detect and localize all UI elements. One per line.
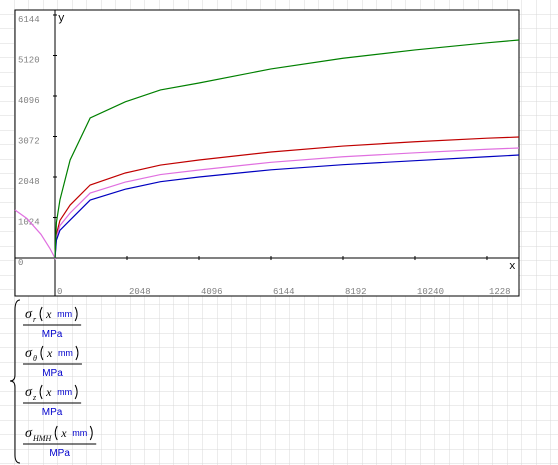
series-line bbox=[14, 147, 520, 261]
legend-denominator: MPa bbox=[42, 368, 63, 379]
y-tick-label: 6144 bbox=[18, 15, 40, 25]
y-tick-label: 1024 bbox=[18, 218, 40, 228]
x-tick-label: 6144 bbox=[273, 287, 295, 297]
legend-unit: mm bbox=[72, 428, 87, 438]
legend-unit: mm bbox=[57, 387, 72, 397]
series-line bbox=[54, 154, 520, 259]
paren-open bbox=[54, 425, 58, 441]
legend-symbol: σ bbox=[25, 385, 33, 400]
y-tick-label: 3072 bbox=[18, 137, 40, 147]
series-line bbox=[54, 136, 520, 259]
paren-close bbox=[89, 425, 93, 441]
legend-symbol: σ bbox=[25, 426, 33, 441]
legend-unit: mm bbox=[57, 309, 72, 319]
paren-open bbox=[39, 306, 43, 322]
paren-open bbox=[39, 384, 43, 400]
legend-unit: mm bbox=[58, 348, 73, 358]
x-tick-label: 2048 bbox=[129, 287, 151, 297]
x-axis-label: x bbox=[509, 261, 516, 273]
y-axis-label: y bbox=[58, 13, 65, 25]
legend-denominator: MPa bbox=[42, 407, 63, 418]
legend-argument: x bbox=[45, 307, 52, 321]
series-line bbox=[54, 39, 520, 259]
legend-denominator: MPa bbox=[49, 448, 70, 459]
paren-close bbox=[74, 384, 78, 400]
y-tick-label: 0 bbox=[18, 258, 23, 268]
legend-argument: x bbox=[60, 426, 67, 440]
y-tick-label: 4096 bbox=[18, 96, 40, 106]
legend-argument: x bbox=[46, 346, 53, 360]
y-tick-label: 5120 bbox=[18, 55, 40, 65]
x-tick-label: 8192 bbox=[345, 287, 367, 297]
legend-subscript: HMH bbox=[32, 434, 52, 443]
legend-denominator: MPa bbox=[42, 329, 63, 340]
y-tick-label: 2048 bbox=[18, 177, 40, 187]
legend-subscript: θ bbox=[33, 354, 37, 363]
x-tick-label: 10240 bbox=[417, 287, 444, 297]
legend-brace bbox=[9, 299, 21, 464]
legend-symbol: σ bbox=[25, 307, 33, 322]
legend-subscript: z bbox=[32, 393, 37, 402]
paren-close bbox=[75, 345, 79, 361]
x-tick-label: 1228 bbox=[489, 287, 511, 297]
x-tick-label: 4096 bbox=[201, 287, 223, 297]
legend-argument: x bbox=[45, 385, 52, 399]
x-tick-label: 0 bbox=[57, 287, 62, 297]
legend-symbol: σ bbox=[25, 346, 33, 361]
paren-close bbox=[74, 306, 78, 322]
paren-open bbox=[40, 345, 44, 361]
legend-subscript: r bbox=[33, 315, 37, 324]
